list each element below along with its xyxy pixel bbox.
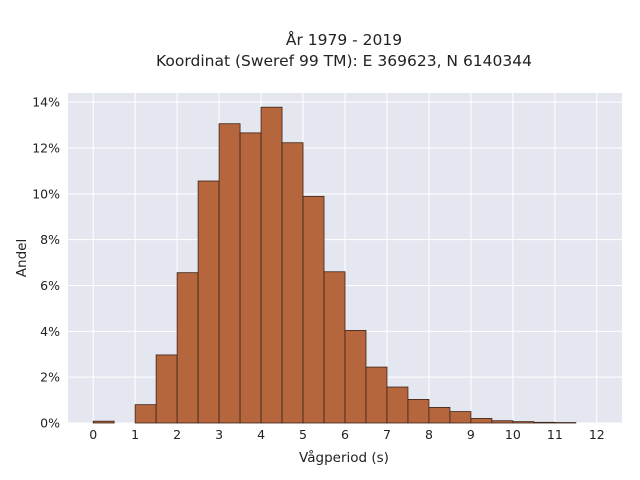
bars xyxy=(92,106,577,424)
histogram-bar xyxy=(239,132,262,424)
histogram-bar xyxy=(260,106,283,424)
y-tick-label: 8% xyxy=(40,232,60,247)
histogram-bar xyxy=(365,366,388,424)
histogram-bar xyxy=(176,272,199,424)
histogram-bar xyxy=(344,330,367,424)
histogram-bar xyxy=(155,354,178,424)
x-tick-label: 6 xyxy=(341,427,349,442)
y-tick-label: 4% xyxy=(40,324,60,339)
histogram-bar xyxy=(302,195,325,424)
histogram-bar xyxy=(512,421,535,424)
x-tick-label: 4 xyxy=(257,427,265,442)
x-tick-label: 9 xyxy=(467,427,475,442)
histogram-bar xyxy=(134,404,157,424)
x-tick-label: 1 xyxy=(131,427,139,442)
histogram-bar xyxy=(323,271,346,424)
histogram-bar xyxy=(281,142,304,424)
histogram-bar xyxy=(428,407,451,424)
y-tick-label: 2% xyxy=(40,370,60,385)
histogram-bar xyxy=(197,180,220,424)
histogram-bar xyxy=(491,420,514,424)
y-tick-label: 6% xyxy=(40,278,60,293)
histogram-bar xyxy=(92,420,115,424)
x-tick-label: 7 xyxy=(383,427,391,442)
histogram-bar xyxy=(470,418,493,424)
y-tick-label: 10% xyxy=(32,186,60,201)
x-tick-label: 2 xyxy=(173,427,181,442)
y-axis-label: Andel xyxy=(14,239,30,277)
x-tick-label: 12 xyxy=(589,427,605,442)
x-tick-label: 0 xyxy=(89,427,97,442)
x-tick-label: 3 xyxy=(215,427,223,442)
y-tick-label: 12% xyxy=(32,141,60,156)
y-tick-labels: 0% 2% 4% 6% 8% 10% 12% 14% xyxy=(32,95,60,431)
chart-title-line-1: År 1979 - 2019 xyxy=(286,30,402,49)
histogram-bar xyxy=(218,123,241,424)
x-tick-label: 5 xyxy=(299,427,307,442)
chart-title-line-2: Koordinat (Sweref 99 TM): E 369623, N 61… xyxy=(156,52,532,70)
histogram-bar xyxy=(449,411,472,424)
y-tick-label: 0% xyxy=(40,416,60,431)
x-tick-label: 8 xyxy=(425,427,433,442)
histogram-bar xyxy=(533,421,556,424)
y-tick-label: 14% xyxy=(32,95,60,110)
x-tick-label: 11 xyxy=(547,427,563,442)
histogram-bar xyxy=(386,386,409,424)
histogram-bar xyxy=(407,398,430,424)
x-tick-label: 10 xyxy=(505,427,521,442)
x-axis-label: Vågperiod (s) xyxy=(299,449,389,466)
x-tick-labels: 0 1 2 3 4 5 6 7 8 9 10 11 12 xyxy=(89,427,605,442)
